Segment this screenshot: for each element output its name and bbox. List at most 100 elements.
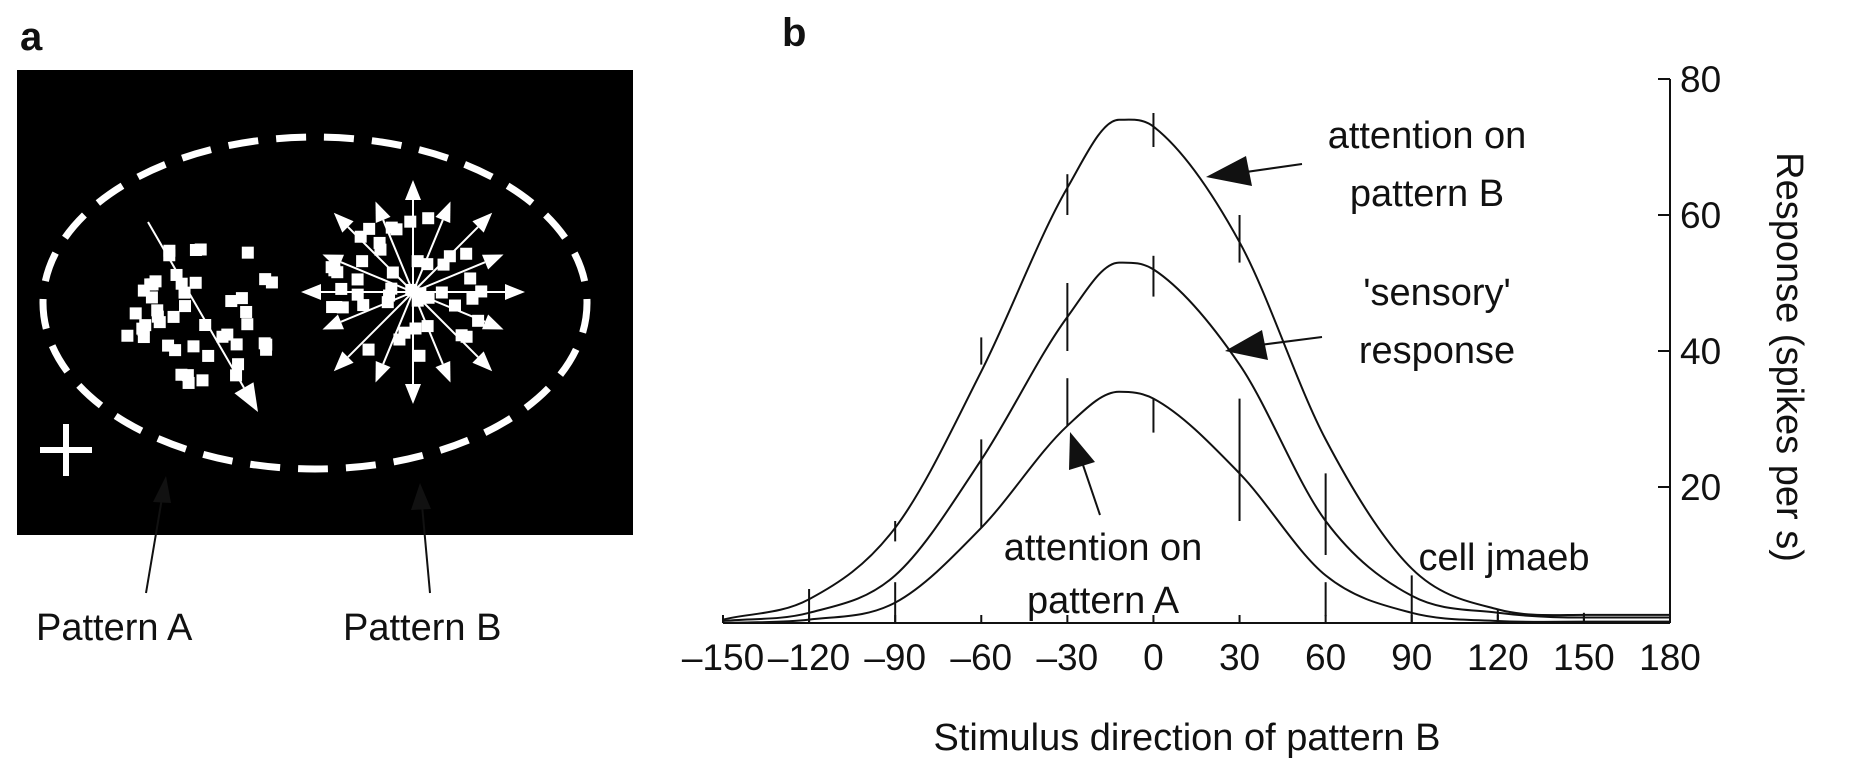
arrow-head <box>333 212 354 233</box>
dot <box>411 255 424 268</box>
dot <box>460 330 473 343</box>
panel-a-stimulus <box>17 70 633 535</box>
y-axis-label: Response (spikes per s) <box>1768 152 1810 562</box>
dot <box>167 310 180 323</box>
error-bars <box>808 113 1585 623</box>
dot <box>351 273 364 286</box>
dot <box>260 343 273 356</box>
y-tick-label: 60 <box>1680 195 1721 236</box>
arrow-head <box>333 351 354 372</box>
arrow-shaft <box>412 261 486 293</box>
y-tick-labels: 20 40 60 80 <box>1680 59 1721 508</box>
dot <box>187 340 200 353</box>
pattern-a-dot-field <box>121 243 278 389</box>
x-tick-label: 120 <box>1467 637 1529 678</box>
arrow-head <box>482 254 504 270</box>
annotation-attention-a-line2: pattern A <box>1027 580 1180 622</box>
x-tick-label: 150 <box>1553 637 1615 678</box>
dot <box>144 278 157 291</box>
x-tick-label: –90 <box>864 637 926 678</box>
arrow-shaft <box>147 221 245 389</box>
dot <box>335 282 348 295</box>
arrow-shaft <box>412 226 479 293</box>
dot <box>241 246 254 259</box>
dot <box>460 247 473 260</box>
dot <box>169 344 182 357</box>
pattern-a-pointer <box>145 476 171 594</box>
dot <box>362 343 375 356</box>
x-tick-label: –60 <box>950 637 1012 678</box>
dot <box>398 326 411 339</box>
dot <box>121 329 134 342</box>
annotation-sensory-line1: 'sensory' <box>1363 272 1511 314</box>
attention-ellipse <box>39 133 591 473</box>
dot <box>145 291 158 304</box>
annotation-attention-b-line1: attention on <box>1328 115 1527 157</box>
x-tick-label: 30 <box>1219 637 1260 678</box>
arrow-shaft <box>340 291 414 323</box>
dot <box>240 305 253 318</box>
attention-a-pointer <box>1069 432 1101 516</box>
dot <box>151 310 164 323</box>
arrow-shaft <box>340 261 414 293</box>
series-curve <box>722 118 1670 621</box>
dot <box>409 322 422 335</box>
chart-axes <box>722 78 1671 624</box>
tuning-curves <box>722 118 1670 624</box>
y-tick-label: 80 <box>1680 59 1721 100</box>
dot <box>189 243 202 256</box>
arrow-head <box>234 382 258 412</box>
arrow-shaft <box>347 226 414 293</box>
dot <box>336 301 349 314</box>
attention-b-pointer <box>1206 156 1303 186</box>
tuning-curve-chart: –150 –120 –90 –60 –30 0 30 60 90 120 150 180 20 40 60… <box>682 59 1721 678</box>
arrow-head <box>435 361 451 383</box>
arrow-head <box>375 201 391 223</box>
dot <box>182 376 195 389</box>
y-tick-label: 20 <box>1680 467 1721 508</box>
sensory-pointer <box>1225 330 1323 360</box>
pattern-b-pointer <box>411 483 431 594</box>
dot <box>354 230 367 243</box>
arrow-shaft <box>412 291 486 323</box>
dot <box>235 292 248 305</box>
dot <box>356 255 369 268</box>
dot <box>357 299 370 312</box>
dot <box>202 349 215 362</box>
pattern-b-motion-arrows <box>301 180 525 404</box>
dot <box>422 212 435 225</box>
arrow-head <box>472 212 493 233</box>
dot <box>189 276 202 289</box>
dot <box>351 288 364 301</box>
dot <box>196 374 209 387</box>
fixation-cross <box>40 424 92 476</box>
arrow-head <box>322 314 344 330</box>
arrow-shaft <box>412 219 444 293</box>
annotation-attention-b-line2: pattern B <box>1350 173 1504 215</box>
dot <box>326 301 339 314</box>
arrow-head <box>482 314 504 330</box>
annotation-cell-id: cell jmaeb <box>1418 537 1589 579</box>
dot <box>163 244 176 257</box>
arrow-head <box>375 361 391 383</box>
dot <box>199 319 212 332</box>
dot <box>413 349 426 362</box>
dot <box>230 338 243 351</box>
annotation-attention-a-line1: attention on <box>1004 527 1203 569</box>
dot <box>464 272 477 285</box>
x-tick-label: 60 <box>1305 637 1346 678</box>
stimulus-background <box>17 70 633 535</box>
arrow-shaft <box>412 291 479 358</box>
x-tick-labels: –150 –120 –90 –60 –30 0 30 60 90 120 150 180 <box>682 637 1701 678</box>
pattern-b-dot-field <box>325 212 488 362</box>
panel-a-letter: a <box>20 15 43 59</box>
dot <box>390 223 403 236</box>
arrow-head <box>322 254 344 270</box>
dot <box>466 292 479 305</box>
x-tick-label: –30 <box>1036 637 1098 678</box>
arrow-head <box>405 384 421 404</box>
dot <box>129 307 142 320</box>
x-tick-label: –120 <box>768 637 850 678</box>
dot <box>374 243 387 256</box>
dot <box>241 318 254 331</box>
